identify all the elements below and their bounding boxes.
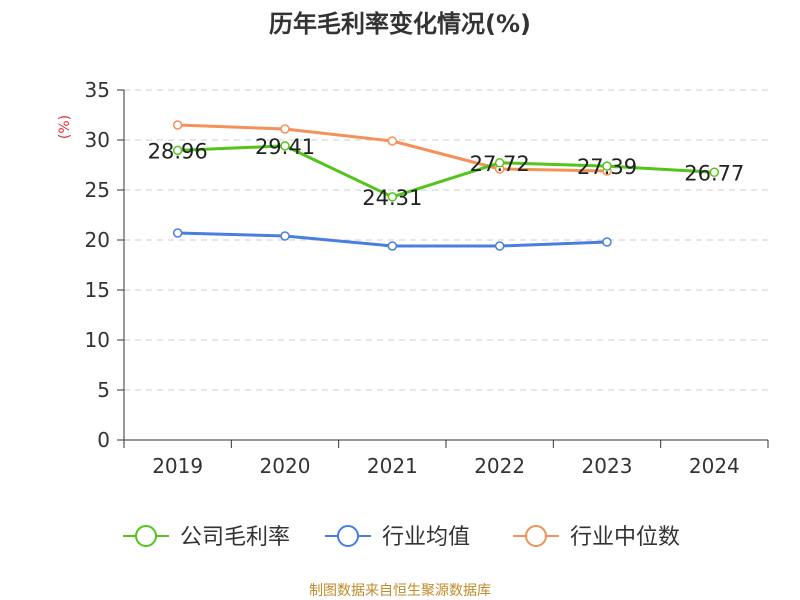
legend-marker-0 xyxy=(135,525,157,547)
x-tick-label: 2019 xyxy=(152,454,203,478)
data-label: 26.77 xyxy=(684,161,744,185)
x-tick-label: 2023 xyxy=(582,454,633,478)
data-point-1 xyxy=(387,241,398,251)
x-tick-label: 2020 xyxy=(260,454,311,478)
y-tick-label: 35 xyxy=(85,78,110,102)
data-point-1 xyxy=(494,241,505,251)
y-tick-label: 30 xyxy=(85,128,110,152)
data-point-1 xyxy=(172,228,183,238)
x-tick-label: 2021 xyxy=(367,454,418,478)
y-tick-label: 5 xyxy=(97,378,110,402)
data-point-2 xyxy=(172,120,183,130)
data-label: 27.72 xyxy=(470,152,530,176)
y-tick-label: 0 xyxy=(97,428,110,452)
data-point-0 xyxy=(709,167,720,178)
data-point-1 xyxy=(280,231,290,241)
source-note: 制图数据来自恒生聚源数据库 xyxy=(309,583,491,599)
y-tick-label: 15 xyxy=(85,278,110,302)
data-point-0 xyxy=(602,161,612,171)
legend-marker-2 xyxy=(525,525,547,547)
data-label: 27.39 xyxy=(577,155,637,179)
data-label: 28.96 xyxy=(148,139,208,163)
chart-title: 历年毛利率变化情况(%) xyxy=(269,10,531,38)
data-point-0 xyxy=(494,158,505,168)
data-point-1 xyxy=(602,237,612,247)
data-point-0 xyxy=(172,145,183,156)
y-axis-label: (%) xyxy=(57,115,73,139)
y-tick-label: 10 xyxy=(85,328,110,352)
data-point-0 xyxy=(387,192,398,202)
data-point-2 xyxy=(280,124,290,134)
legend-label: 行业中位数 xyxy=(570,525,680,550)
data-point-2 xyxy=(387,136,398,146)
y-tick-label: 25 xyxy=(85,178,110,202)
legend-marker-1 xyxy=(337,525,359,547)
data-label: 24.31 xyxy=(362,186,422,210)
legend-label: 行业均值 xyxy=(382,525,470,550)
data-point-0 xyxy=(280,141,290,151)
data-label: 29.41 xyxy=(255,135,315,159)
y-tick-label: 20 xyxy=(85,228,110,252)
legend-label: 公司毛利率 xyxy=(180,525,290,550)
x-tick-label: 2024 xyxy=(689,454,740,478)
series-line-0 xyxy=(177,144,715,199)
x-tick-label: 2022 xyxy=(474,454,525,478)
